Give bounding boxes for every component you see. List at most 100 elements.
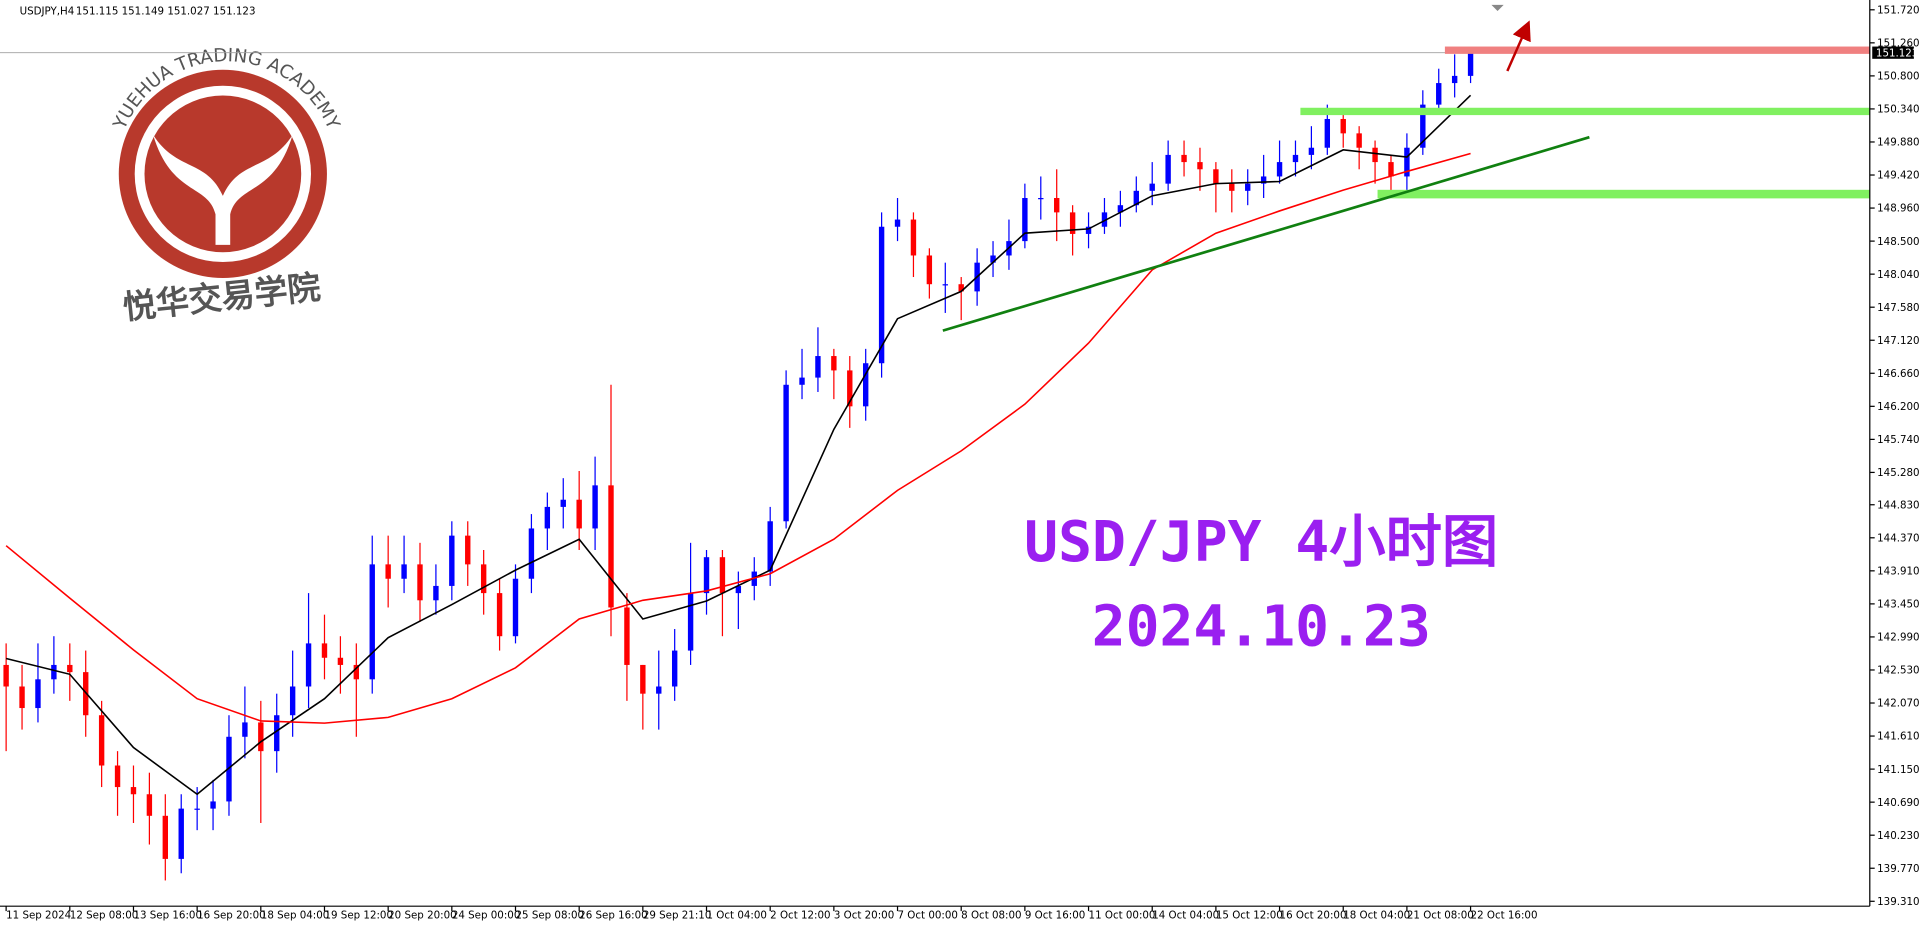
candle-body: [289, 686, 296, 716]
candle-body: [401, 564, 407, 579]
candle-body: [1101, 212, 1108, 227]
candle-body: [1467, 52, 1474, 76]
candle-body: [1149, 183, 1155, 191]
candle-body: [783, 384, 789, 522]
candle-body: [417, 564, 423, 601]
candle-body: [910, 219, 917, 256]
x-tick-label: 22 Oct 16:00: [1471, 909, 1538, 921]
candle-body: [130, 787, 137, 795]
x-tick-label: 20 Sep 20:00: [388, 909, 457, 921]
y-tick-label: 151.260: [1877, 38, 1919, 50]
candle-body: [624, 607, 630, 665]
candle-body: [1165, 154, 1171, 184]
candle-body: [1292, 154, 1299, 163]
candle-body: [321, 643, 328, 658]
y-tick-label: 148.960: [1877, 203, 1919, 215]
y-tick-label: 146.200: [1877, 401, 1919, 413]
price-label: 151.123: [1876, 47, 1918, 59]
y-tick-label: 142.070: [1877, 698, 1919, 710]
y-tick-label: 143.450: [1877, 599, 1919, 611]
candle-body: [480, 564, 487, 594]
candle-body: [465, 535, 471, 565]
candle-body: [926, 255, 933, 285]
candle-body: [894, 219, 901, 227]
moving-average: [5, 94, 1472, 796]
chart-title: USD/JPY 4小时图: [1024, 510, 1498, 575]
y-tick-label: 145.280: [1877, 467, 1919, 479]
candle-body: [1038, 198, 1044, 200]
logo-mark: [153, 134, 293, 245]
candle-body: [1245, 183, 1251, 191]
candle-body: [1340, 118, 1346, 134]
symbol: USDJPY,H4: [20, 6, 75, 18]
candle-body: [305, 643, 312, 687]
candle-body: [958, 284, 964, 292]
quote: 151.115 151.149 151.027 151.123: [76, 6, 256, 18]
candle-body: [671, 650, 678, 687]
candle-body: [1308, 147, 1315, 155]
candle-body: [735, 585, 742, 594]
candle-body: [51, 664, 57, 680]
candle-body: [560, 499, 566, 507]
y-tick-label: 146.660: [1877, 368, 1919, 380]
x-tick-label: 19 Sep 12:00: [324, 909, 393, 921]
y-tick-label: 148.500: [1877, 236, 1919, 248]
chart-subtitle: 2024.10.23: [1092, 594, 1431, 659]
x-tick-label: 21 Oct 08:00: [1407, 909, 1474, 921]
y-tick-label: 141.150: [1877, 764, 1919, 776]
x-tick-label: 14 Oct 04:00: [1152, 909, 1219, 921]
y-tick-label: 144.370: [1877, 532, 1919, 544]
trend-line: [942, 135, 1590, 332]
candle-body: [687, 593, 694, 651]
x-tick-label: 8 Oct 08:00: [961, 909, 1021, 921]
y-tick-label: 139.770: [1877, 863, 1919, 875]
candle-body: [592, 485, 598, 529]
y-tick-label: 151.720: [1877, 4, 1919, 16]
candle-body: [1260, 176, 1267, 184]
candle-body: [942, 284, 948, 286]
candle-body: [1388, 162, 1394, 177]
candle-body: [576, 499, 582, 529]
resistance-zone: [1444, 46, 1870, 54]
x-tick-label: 11 Oct 00:00: [1089, 909, 1156, 921]
y-tick-label: 147.120: [1877, 335, 1919, 347]
candle-body: [496, 593, 503, 637]
candle-body: [528, 528, 535, 579]
candle-body: [799, 377, 805, 385]
candle-body: [226, 736, 232, 802]
x-tick-label: 16 Sep 20:00: [197, 909, 266, 921]
candle-body: [449, 535, 455, 586]
candle-body: [1356, 133, 1362, 148]
x-tick-label: 15 Oct 12:00: [1216, 909, 1283, 921]
candle-body: [98, 715, 105, 766]
x-tick-label: 12 Sep 08:00: [70, 909, 139, 921]
y-tick-label: 140.230: [1877, 830, 1919, 842]
y-tick-label: 150.800: [1877, 71, 1919, 83]
candle-body: [878, 226, 885, 364]
x-tick-label: 13 Sep 16:00: [133, 909, 202, 921]
x-tick-label: 25 Sep 08:00: [516, 909, 585, 921]
candle-body: [242, 722, 248, 737]
candle-body: [385, 564, 391, 579]
candle-body: [1054, 198, 1060, 213]
support-zone: [1300, 107, 1870, 116]
candle-body: [831, 356, 837, 371]
candle-body: [608, 485, 614, 608]
plot: [0, 47, 1870, 881]
x-tick-label: 29 Sep 21:10: [643, 909, 712, 921]
candle-body: [1404, 147, 1410, 177]
x-tick-label: 24 Sep 00:00: [452, 909, 521, 921]
x-tick-label: 1 Oct 04:00: [707, 909, 767, 921]
x-tick-label: 11 Sep 2024: [6, 909, 71, 921]
y-tick-label: 148.040: [1877, 269, 1919, 281]
x-tick-label: 3 Oct 20:00: [834, 909, 894, 921]
y-tick-label: 139.310: [1877, 896, 1919, 908]
candle-body: [1324, 118, 1331, 148]
candle-body: [1022, 198, 1028, 242]
candle-body: [656, 686, 662, 694]
support-zone: [1377, 189, 1870, 199]
candle-body: [274, 715, 280, 752]
x-tick-label: 16 Oct 20:00: [1280, 909, 1347, 921]
candle-body: [337, 657, 344, 665]
candle-body: [19, 686, 25, 709]
